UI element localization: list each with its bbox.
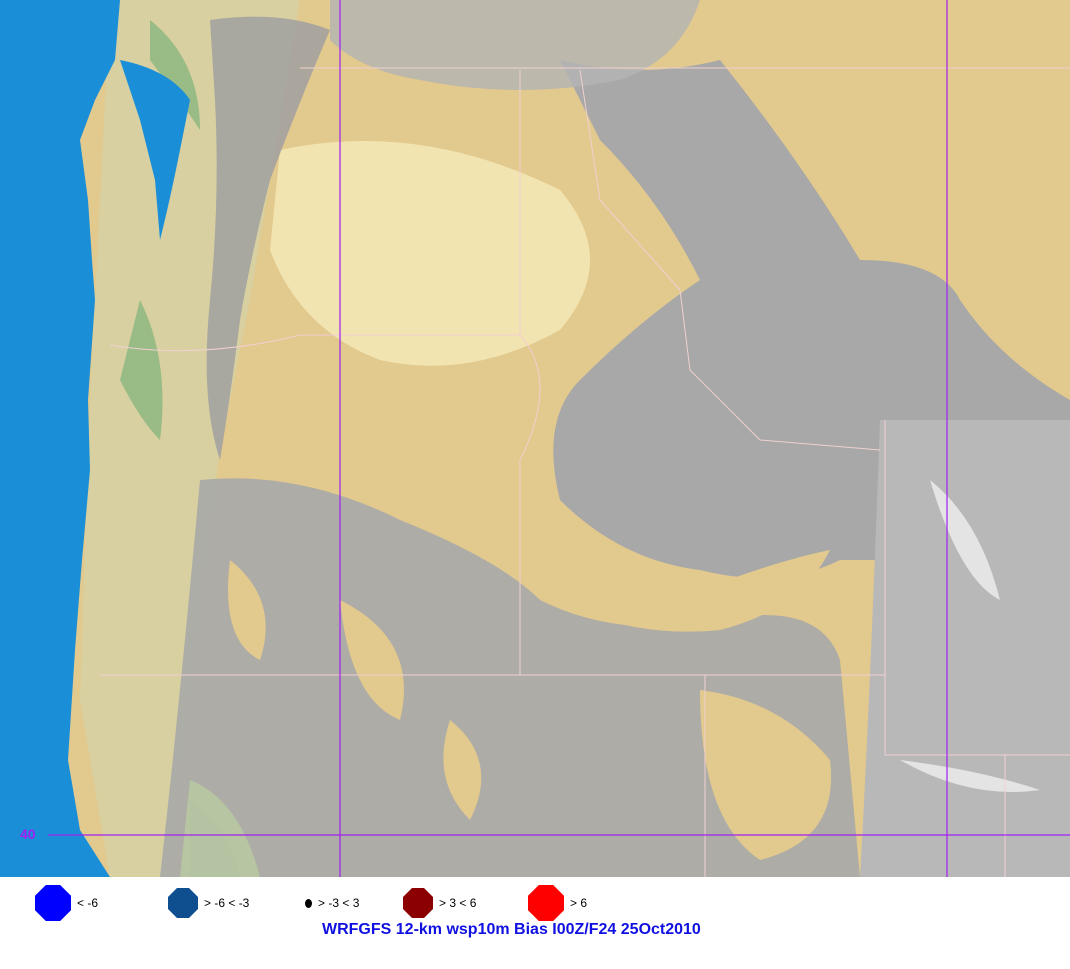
- map-title: WRFGFS 12-km wsp10m Bias I00Z/F24 25Oct2…: [322, 921, 701, 938]
- terrain-map: [0, 0, 1070, 877]
- state-borders: [100, 67, 1070, 877]
- pacific-ocean: [0, 0, 120, 877]
- wyoming-highlands: [860, 420, 1070, 877]
- dot-marker-icon: [305, 898, 312, 908]
- latitude-label: 40: [20, 826, 36, 842]
- legend-item: < -6: [35, 885, 98, 921]
- snow-peaks: [900, 480, 1040, 792]
- snake-river-plain: [500, 520, 830, 632]
- columbia-basin: [270, 141, 590, 366]
- legend-item: > -6 < -3: [168, 885, 249, 921]
- octagon-marker-icon: [403, 888, 433, 918]
- legend-label: > -3 < 3: [318, 896, 360, 910]
- puget-sound: [120, 60, 190, 240]
- legend-label: < -6: [77, 896, 99, 910]
- legend-item: > 6: [528, 885, 587, 921]
- legend-label: > 6: [570, 896, 588, 910]
- basin-flats: [228, 560, 832, 860]
- great-basin-ranges: [160, 478, 860, 877]
- legend-item: > -3 < 3: [305, 885, 359, 921]
- octagon-marker-icon: [528, 885, 564, 921]
- legend-item: > 3 < 6: [403, 885, 476, 921]
- octagon-marker-icon: [168, 888, 198, 918]
- cascades: [206, 16, 330, 461]
- legend: < -6 > -6 < -3 > -3 < 3 > 3 < 6 > 6 WRFG…: [0, 877, 1070, 969]
- legend-label: > 3 < 6: [439, 896, 477, 910]
- southern-california-valley: [180, 780, 260, 877]
- legend-label: > -6 < -3: [204, 896, 250, 910]
- octagon-marker-icon: [35, 885, 71, 921]
- graticule: [48, 0, 1070, 877]
